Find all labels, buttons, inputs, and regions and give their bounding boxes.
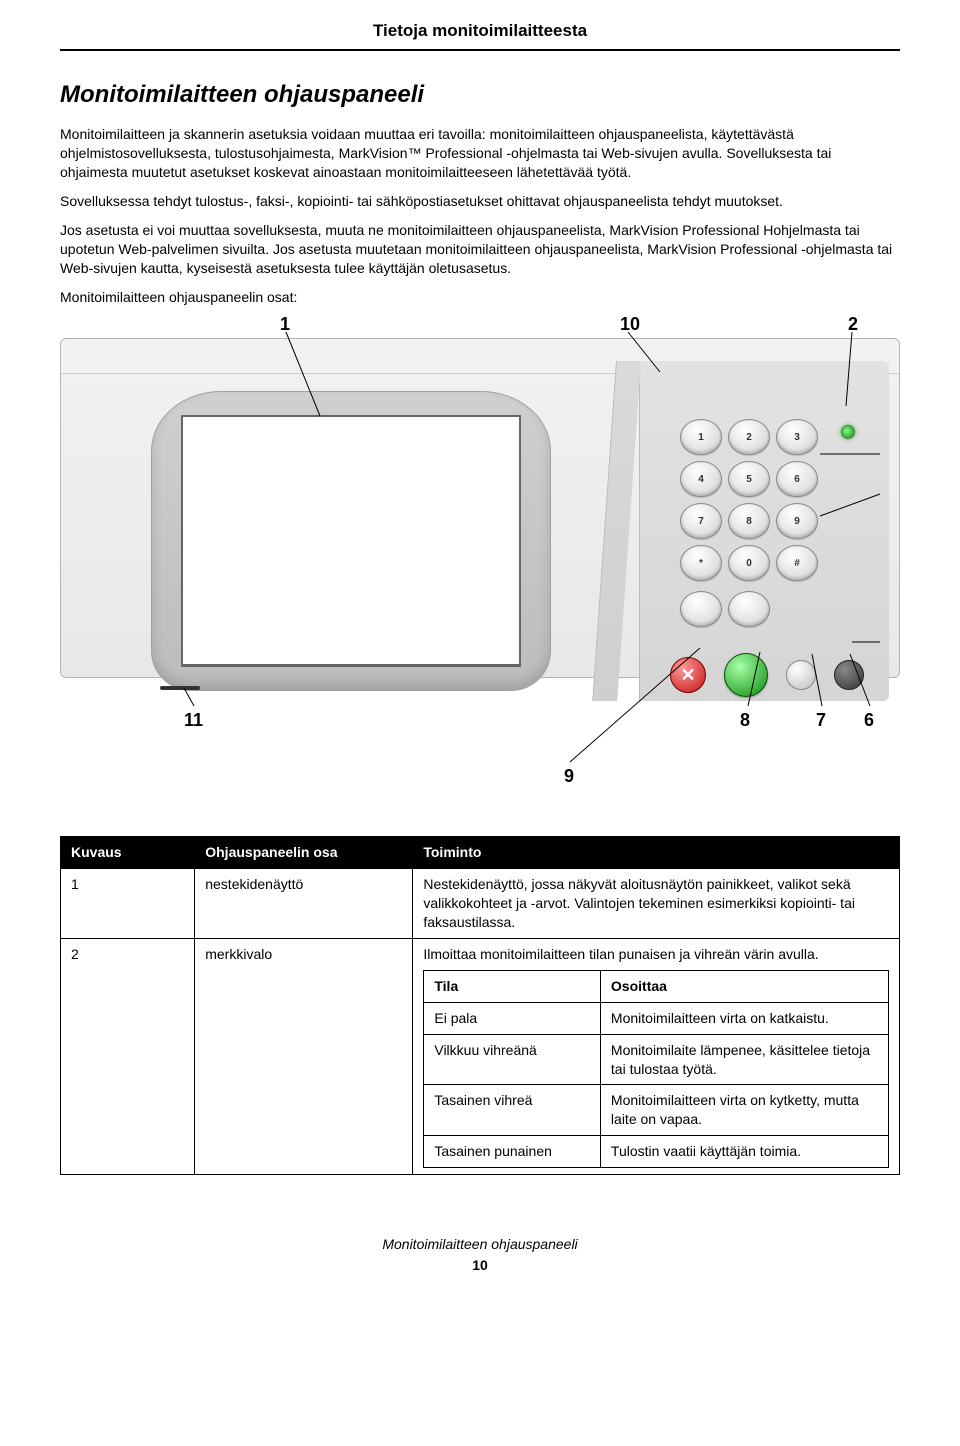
page-footer: Monitoimilaitteen ohjauspaneeli 10 [60,1235,900,1275]
paragraph-4: Monitoimilaitteen ohjauspaneelin osat: [60,288,900,307]
page-number: 10 [60,1256,900,1275]
table-row: 1 nestekidenäyttö Nestekidenäyttö, jossa… [61,869,900,939]
section-title: Monitoimilaitteen ohjauspaneeli [60,79,900,111]
footer-text: Monitoimilaitteen ohjauspaneeli [382,1236,577,1252]
th-osa: Ohjauspaneelin osa [195,837,413,869]
callout-8: 8 [740,708,750,732]
paragraph-3: Jos asetusta ei voi muuttaa sovelluksest… [60,221,900,278]
key-6: 6 [776,461,818,497]
sub-r2a: Vilkkuu vihreänä [424,1034,601,1085]
callout-1: 1 [280,312,290,336]
key-2: 2 [728,419,770,455]
key-8: 8 [728,503,770,539]
key-9: 9 [776,503,818,539]
numeric-keypad: 1 2 3 4 5 6 7 8 9 * 0 # [680,419,818,581]
cell-id-2: 2 [61,939,195,1175]
key-7: 7 [680,503,722,539]
key-extra-1 [680,591,722,627]
sub-r1b: Monitoimilaitteen virta on katkaistu. [600,1002,888,1034]
callout-11: 11 [184,708,203,732]
key-5: 5 [728,461,770,497]
key-extra-2 [728,591,770,627]
sub-r4a: Tasainen punainen [424,1136,601,1168]
table-row: 2 merkkivalo Ilmoittaa monitoimilaitteen… [61,939,900,1175]
key-3: 3 [776,419,818,455]
grey-button [786,660,816,690]
keypad-panel: 1 2 3 4 5 6 7 8 9 * 0 # ✕ [639,361,889,701]
sub-r4b: Tulostin vaatii käyttäjän toimia. [600,1136,888,1168]
control-panel-diagram: 1 10 2 3 4 5 6 7 8 9 11 1 2 3 4 5 6 7 8 … [60,316,900,796]
indicator-led [841,425,855,439]
card-slot [160,686,200,690]
cell-part-1: nestekidenäyttö [195,869,413,939]
cell-func-1: Nestekidenäyttö, jossa näkyvät aloitusnä… [413,869,900,939]
lcd-screen [181,415,521,667]
sub-th-osoittaa: Osoittaa [600,970,888,1002]
th-kuvaus: Kuvaus [61,837,195,869]
stop-button: ✕ [670,657,706,693]
row2-intro: Ilmoittaa monitoimilaitteen tilan punais… [423,946,818,962]
sub-r2b: Monitoimilaite lämpenee, käsittelee tiet… [600,1034,888,1085]
start-button [724,653,768,697]
key-0: 0 [728,545,770,581]
cell-part-2: merkkivalo [195,939,413,1175]
cell-func-2: Ilmoittaa monitoimilaitteen tilan punais… [413,939,900,1175]
paragraph-1: Monitoimilaitteen ja skannerin asetuksia… [60,125,900,182]
device-body: 1 2 3 4 5 6 7 8 9 * 0 # ✕ [60,338,900,678]
key-1: 1 [680,419,722,455]
key-hash: # [776,545,818,581]
page-header: Tietoja monitoimilaitteesta [60,20,900,51]
callout-9: 9 [564,764,574,788]
paragraph-2: Sovelluksessa tehdyt tulostus-, faksi-, … [60,192,900,211]
key-star: * [680,545,722,581]
callout-6: 6 [864,708,874,732]
key-4: 4 [680,461,722,497]
sub-r1a: Ei pala [424,1002,601,1034]
callout-7: 7 [816,708,826,732]
parts-table: Kuvaus Ohjauspaneelin osa Toiminto 1 nes… [60,836,900,1175]
dark-button [834,660,864,690]
sub-th-tila: Tila [424,970,601,1002]
cell-id-1: 1 [61,869,195,939]
sub-r3a: Tasainen vihreä [424,1085,601,1136]
status-subtable: Tila Osoittaa Ei pala Monitoimilaitteen … [423,970,889,1168]
sub-r3b: Monitoimilaitteen virta on kytketty, mut… [600,1085,888,1136]
th-toiminto: Toiminto [413,837,900,869]
callout-2: 2 [848,312,858,336]
callout-10: 10 [620,312,640,336]
